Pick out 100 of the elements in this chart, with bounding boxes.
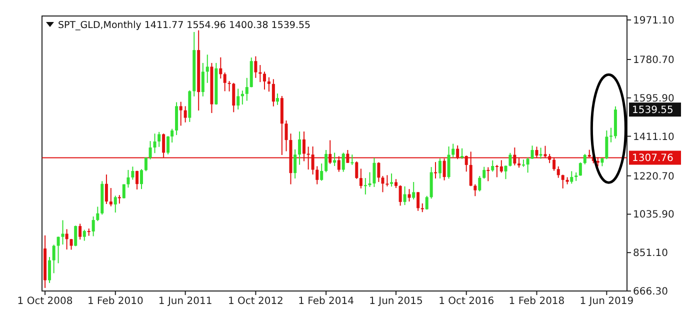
candlestick [114, 195, 117, 214]
candlestick [258, 64, 262, 83]
candlestick [267, 76, 270, 92]
y-tick-label: 1971.10 [633, 15, 674, 26]
candlestick [556, 166, 560, 178]
candlestick [583, 153, 586, 165]
candlestick [416, 191, 420, 212]
candlestick [539, 147, 542, 160]
candlestick [136, 170, 139, 190]
candlestick [52, 244, 56, 274]
candlestick [368, 172, 372, 188]
candlestick [522, 159, 525, 168]
candlestick [526, 156, 530, 174]
candlestick [364, 178, 367, 195]
candlestick [276, 92, 279, 106]
x-tick-label: 1 Oct 2016 [438, 296, 494, 307]
candlestick [254, 56, 258, 78]
candlestick [61, 220, 64, 246]
y-tick-label: 1035.90 [633, 210, 674, 221]
candlestick [272, 78, 275, 107]
candlestick [390, 172, 394, 188]
y-tick-label: 1595.90 [633, 93, 674, 104]
candlestick [486, 166, 490, 182]
candlestick [316, 166, 319, 185]
candlestick [530, 145, 534, 160]
candlestick [219, 56, 222, 80]
candlestick [122, 184, 126, 199]
y-tick-label: 666.30 [633, 286, 668, 298]
x-tick-label: 1 Jun 2011 [158, 296, 212, 307]
candlestick [56, 236, 60, 264]
candlestick [158, 131, 161, 148]
y-tick-label: 1780.70 [633, 54, 674, 66]
candlestick [245, 77, 248, 102]
x-tick-label: 1 Feb 2014 [298, 296, 354, 307]
candlestick [170, 128, 174, 144]
candlestick [153, 133, 156, 154]
candlestick [605, 130, 608, 160]
candlestick [82, 229, 86, 242]
candlestick [223, 72, 226, 92]
candlestick [109, 188, 112, 207]
candlestick [342, 152, 345, 172]
candlestick [359, 168, 362, 189]
candlestick [381, 175, 384, 193]
candlestick [65, 228, 68, 250]
candlestick [425, 195, 428, 210]
text: SPT_GLD,Monthly 1411.77 1554.96 1400.38 1539.55 [58, 20, 311, 31]
candlestick [96, 206, 100, 222]
candlestick [201, 62, 204, 97]
candlestick [482, 166, 486, 180]
candlestick [438, 158, 442, 179]
candlestick [386, 174, 389, 187]
candlestick [87, 228, 90, 236]
x-tick-label: 1 Feb 2010 [87, 296, 144, 307]
candlestick [179, 101, 182, 126]
candlestick [131, 166, 134, 180]
candlestick [298, 131, 302, 166]
candlestick [236, 88, 240, 110]
candlestick [48, 256, 51, 284]
candlestick [500, 160, 503, 174]
candlestick [452, 143, 455, 158]
candlestick [460, 148, 464, 160]
y-tick-label: 851.10 [633, 248, 668, 260]
candlestick [377, 162, 380, 182]
candlestick [570, 170, 574, 184]
y-tick-label: 1411.10 [633, 132, 674, 143]
candlestick [92, 216, 95, 237]
candlestick [324, 150, 328, 173]
candlestick [403, 186, 406, 206]
candlestick [372, 157, 376, 188]
candlestick [508, 152, 512, 167]
candlestick [166, 136, 170, 155]
text: 1539.55 [632, 105, 674, 116]
candlestick [408, 188, 411, 202]
candlestick [232, 82, 236, 113]
candlestick [561, 174, 564, 189]
candlestick [578, 162, 582, 176]
candlestick [78, 223, 82, 240]
candlestick [434, 162, 438, 179]
candlestick [284, 120, 288, 152]
candlestick [104, 174, 108, 205]
y-tick-label: 1220.70 [633, 171, 674, 182]
x-tick-label: 1 Jun 2019 [580, 296, 634, 307]
candlestick [206, 54, 209, 84]
candlestick [140, 168, 143, 190]
candlestick [398, 184, 402, 206]
candlestick [333, 152, 336, 166]
candlestick [148, 140, 152, 160]
candlestick [412, 181, 416, 200]
candlestick [74, 225, 78, 247]
x-tick-label: 1 Oct 2008 [17, 296, 73, 307]
x-tick-label: 1 Jun 2015 [369, 296, 423, 307]
candlestick [350, 154, 354, 166]
candlestick [126, 169, 130, 188]
candlestick [320, 163, 324, 182]
candlestick [184, 106, 187, 123]
candlestick [144, 156, 148, 172]
x-tick-label: 1 Oct 2012 [228, 296, 284, 307]
candlestick [504, 165, 508, 180]
ref-line-label: 1307.76 [632, 153, 674, 164]
candlestick [262, 71, 266, 90]
